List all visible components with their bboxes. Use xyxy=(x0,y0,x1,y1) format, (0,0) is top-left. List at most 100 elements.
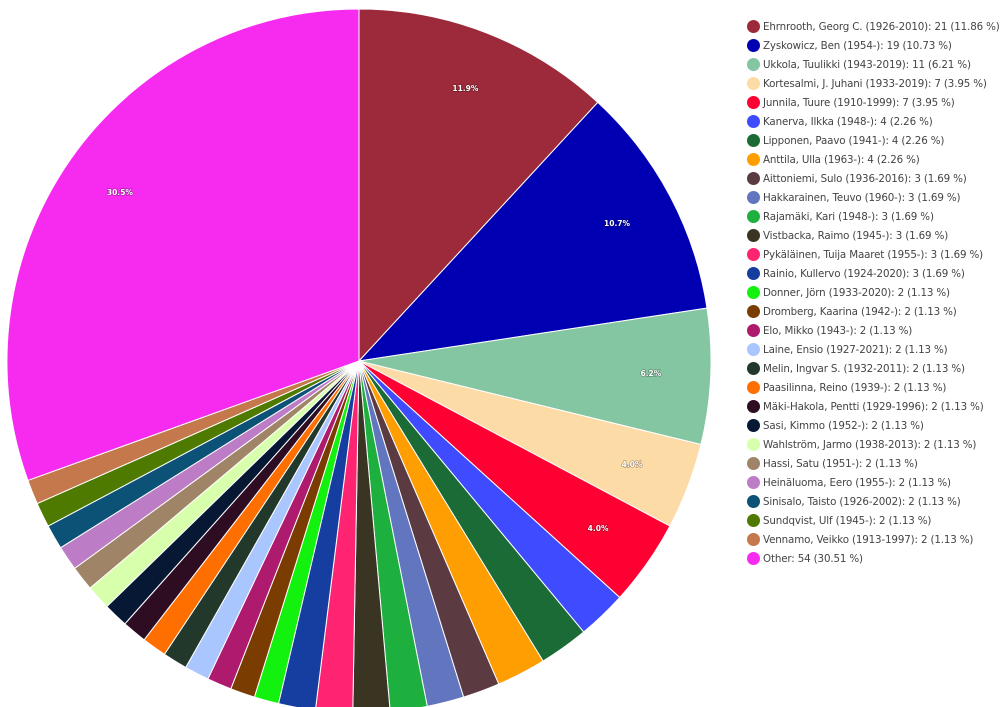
legend-swatch-icon xyxy=(747,400,760,413)
pie-slice-11[interactable] xyxy=(352,360,391,707)
legend-item[interactable]: Rajamäki, Kari (1948-): 3 (1.69 %) xyxy=(747,207,1002,226)
legend-swatch-icon xyxy=(747,96,760,109)
legend-item[interactable]: Sundqvist, Ulf (1945-): 2 (1.13 %) xyxy=(747,511,1002,530)
legend-item[interactable]: Aittoniemi, Sulo (1936-2016): 3 (1.69 %) xyxy=(747,169,1002,188)
legend-item[interactable]: Pykäläinen, Tuija Maaret (1955-): 3 (1.6… xyxy=(747,245,1002,264)
legend-item[interactable]: Melin, Ingvar S. (1932-2011): 2 (1.13 %) xyxy=(747,359,1002,378)
legend-label: Aittoniemi, Sulo (1936-2016): 3 (1.69 %) xyxy=(763,172,967,185)
legend-swatch-icon xyxy=(747,248,760,261)
legend-label: Melin, Ingvar S. (1932-2011): 2 (1.13 %) xyxy=(763,362,965,375)
legend-item[interactable]: Elo, Mikko (1943-): 2 (1.13 %) xyxy=(747,321,1002,340)
legend-swatch-icon xyxy=(747,229,760,242)
legend-swatch-icon xyxy=(747,172,760,185)
legend-label: Vennamo, Veikko (1913-1997): 2 (1.13 %) xyxy=(763,533,974,546)
slice-label-0: 11.9% xyxy=(452,84,479,93)
legend-item[interactable]: Mäki-Hakola, Pentti (1929-1996): 2 (1.13… xyxy=(747,397,1002,416)
legend-item[interactable]: Other: 54 (30.51 %) xyxy=(747,549,1002,568)
legend-item[interactable]: Ukkola, Tuulikki (1943-2019): 11 (6.21 %… xyxy=(747,55,1002,74)
legend-item[interactable]: Rainio, Kullervo (1924-2020): 3 (1.69 %) xyxy=(747,264,1002,283)
legend-swatch-icon xyxy=(747,514,760,527)
pie-slice-0[interactable] xyxy=(358,8,599,363)
slice-label-3: 4.0% xyxy=(622,460,643,469)
legend-item[interactable]: Donner, Jörn (1933-2020): 2 (1.13 %) xyxy=(747,283,1002,302)
pie-slices xyxy=(6,8,712,707)
legend-swatch-icon xyxy=(747,552,760,565)
legend-item[interactable]: Dromberg, Kaarina (1942-): 2 (1.13 %) xyxy=(747,302,1002,321)
legend-label: Sundqvist, Ulf (1945-): 2 (1.13 %) xyxy=(763,514,932,527)
legend-label: Elo, Mikko (1943-): 2 (1.13 %) xyxy=(763,324,913,337)
legend-label: Rainio, Kullervo (1924-2020): 3 (1.69 %) xyxy=(763,267,965,280)
legend-swatch-icon xyxy=(747,381,760,394)
slice-label-28: 30.5% xyxy=(107,188,134,197)
legend-label: Kanerva, Ilkka (1948-): 4 (2.26 %) xyxy=(763,115,933,128)
legend-swatch-icon xyxy=(747,20,760,33)
pie-slice-1[interactable] xyxy=(357,101,708,362)
legend-swatch-icon xyxy=(747,267,760,280)
legend-label: Wahlström, Jarmo (1938-2013): 2 (1.13 %) xyxy=(763,438,977,451)
legend-swatch-icon xyxy=(747,476,760,489)
legend-item[interactable]: Vennamo, Veikko (1913-1997): 2 (1.13 %) xyxy=(747,530,1002,549)
legend-label: Rajamäki, Kari (1948-): 3 (1.69 %) xyxy=(763,210,934,223)
legend-swatch-icon xyxy=(747,457,760,470)
legend-item[interactable]: Anttila, Ulla (1963-): 4 (2.26 %) xyxy=(747,150,1002,169)
chart-legend: Ehrnrooth, Georg C. (1926-2010): 21 (11.… xyxy=(747,17,1002,568)
legend-label: Mäki-Hakola, Pentti (1929-1996): 2 (1.13… xyxy=(763,400,984,413)
legend-swatch-icon xyxy=(747,39,760,52)
pie-slice-2[interactable] xyxy=(358,307,712,446)
legend-item[interactable]: Wahlström, Jarmo (1938-2013): 2 (1.13 %) xyxy=(747,435,1002,454)
legend-label: Sasi, Kimmo (1952-): 2 (1.13 %) xyxy=(763,419,924,432)
legend-swatch-icon xyxy=(747,58,760,71)
legend-swatch-icon xyxy=(747,305,760,318)
legend-item[interactable]: Heinäluoma, Eero (1955-): 2 (1.13 %) xyxy=(747,473,1002,492)
legend-item[interactable]: Kortesalmi, J. Juhani (1933-2019): 7 (3.… xyxy=(747,74,1002,93)
legend-swatch-icon xyxy=(747,495,760,508)
legend-item[interactable]: Lipponen, Paavo (1941-): 4 (2.26 %) xyxy=(747,131,1002,150)
legend-item[interactable]: Zyskowicz, Ben (1954-): 19 (10.73 %) xyxy=(747,36,1002,55)
slice-label-4: 4.0% xyxy=(588,524,609,533)
pie-slice-28[interactable] xyxy=(6,8,360,482)
legend-swatch-icon xyxy=(747,324,760,337)
legend-item[interactable]: Hassi, Satu (1951-): 2 (1.13 %) xyxy=(747,454,1002,473)
legend-item[interactable]: Hakkarainen, Teuvo (1960-): 3 (1.69 %) xyxy=(747,188,1002,207)
legend-swatch-icon xyxy=(747,438,760,451)
legend-item[interactable]: Laine, Ensio (1927-2021): 2 (1.13 %) xyxy=(747,340,1002,359)
legend-label: Anttila, Ulla (1963-): 4 (2.26 %) xyxy=(763,153,920,166)
slice-label-1: 10.7% xyxy=(604,219,631,228)
legend-label: Lipponen, Paavo (1941-): 4 (2.26 %) xyxy=(763,134,945,147)
legend-label: Sinisalo, Taisto (1926-2002): 2 (1.13 %) xyxy=(763,495,961,508)
legend-item[interactable]: Paasilinna, Reino (1939-): 2 (1.13 %) xyxy=(747,378,1002,397)
legend-label: Zyskowicz, Ben (1954-): 19 (10.73 %) xyxy=(763,39,952,52)
legend-item[interactable]: Ehrnrooth, Georg C. (1926-2010): 21 (11.… xyxy=(747,17,1002,36)
legend-label: Pykäläinen, Tuija Maaret (1955-): 3 (1.6… xyxy=(763,248,984,261)
legend-label: Other: 54 (30.51 %) xyxy=(763,552,863,565)
legend-item[interactable]: Sasi, Kimmo (1952-): 2 (1.13 %) xyxy=(747,416,1002,435)
legend-label: Vistbacka, Raimo (1945-): 3 (1.69 %) xyxy=(763,229,949,242)
legend-label: Kortesalmi, J. Juhani (1933-2019): 7 (3.… xyxy=(763,77,987,90)
legend-swatch-icon xyxy=(747,115,760,128)
legend-label: Laine, Ensio (1927-2021): 2 (1.13 %) xyxy=(763,343,948,356)
legend-swatch-icon xyxy=(747,533,760,546)
legend-item[interactable]: Vistbacka, Raimo (1945-): 3 (1.69 %) xyxy=(747,226,1002,245)
legend-swatch-icon xyxy=(747,286,760,299)
pie-slice-10[interactable] xyxy=(358,360,428,707)
legend-item[interactable]: Kanerva, Ilkka (1948-): 4 (2.26 %) xyxy=(747,112,1002,131)
legend-swatch-icon xyxy=(747,210,760,223)
pie-slice-labels: 11.9% 10.7% 6.2% 4.0% 4.0% 30.5% xyxy=(106,83,662,533)
legend-swatch-icon xyxy=(747,191,760,204)
legend-label: Hassi, Satu (1951-): 2 (1.13 %) xyxy=(763,457,918,470)
legend-label: Hakkarainen, Teuvo (1960-): 3 (1.69 %) xyxy=(763,191,961,204)
legend-label: Heinäluoma, Eero (1955-): 2 (1.13 %) xyxy=(763,476,951,489)
legend-swatch-icon xyxy=(747,77,760,90)
legend-label: Donner, Jörn (1933-2020): 2 (1.13 %) xyxy=(763,286,950,299)
legend-swatch-icon xyxy=(747,134,760,147)
legend-item[interactable]: Sinisalo, Taisto (1926-2002): 2 (1.13 %) xyxy=(747,492,1002,511)
legend-label: Junnila, Tuure (1910-1999): 7 (3.95 %) xyxy=(763,96,955,109)
slice-label-2: 6.2% xyxy=(640,369,661,378)
legend-label: Ehrnrooth, Georg C. (1926-2010): 21 (11.… xyxy=(763,20,1000,33)
legend-swatch-icon xyxy=(747,362,760,375)
legend-item[interactable]: Junnila, Tuure (1910-1999): 7 (3.95 %) xyxy=(747,93,1002,112)
legend-swatch-icon xyxy=(747,343,760,356)
legend-label: Dromberg, Kaarina (1942-): 2 (1.13 %) xyxy=(763,305,957,318)
legend-swatch-icon xyxy=(747,419,760,432)
